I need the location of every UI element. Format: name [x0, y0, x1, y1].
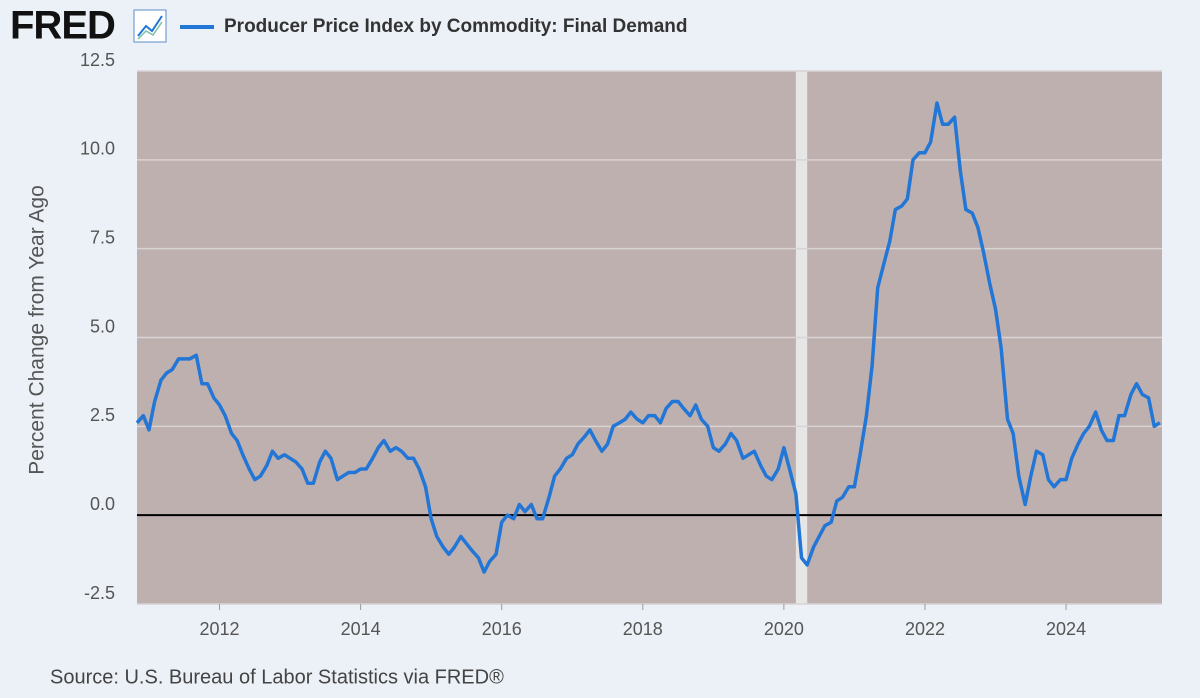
y-tick-label: -2.5 [84, 583, 115, 603]
logo-icon [133, 9, 167, 43]
legend-label: Producer Price Index by Commodity: Final… [224, 16, 688, 37]
y-tick-label: 10.0 [80, 139, 115, 159]
x-tick-label: 2022 [905, 619, 945, 639]
y-tick-label: 12.5 [80, 50, 115, 70]
y-tick-label: 5.0 [90, 316, 115, 336]
x-tick-label: 2014 [341, 619, 381, 639]
y-tick-label: 7.5 [90, 227, 115, 247]
x-tick-label: 2012 [200, 619, 240, 639]
y-tick-label: 0.0 [90, 494, 115, 514]
x-tick-label: 2018 [623, 619, 663, 639]
x-tick-label: 2020 [764, 619, 804, 639]
logo: FRED [10, 4, 115, 48]
x-tick-label: 2024 [1046, 619, 1086, 639]
y-tick-label: 2.5 [90, 405, 115, 425]
series-line [135, 101, 1161, 574]
x-tick-label: 2016 [482, 619, 522, 639]
source: Source: U.S. Bureau of Labor Statistics … [50, 666, 504, 688]
y-axis-label: Percent Change from Year Ago [26, 185, 49, 475]
